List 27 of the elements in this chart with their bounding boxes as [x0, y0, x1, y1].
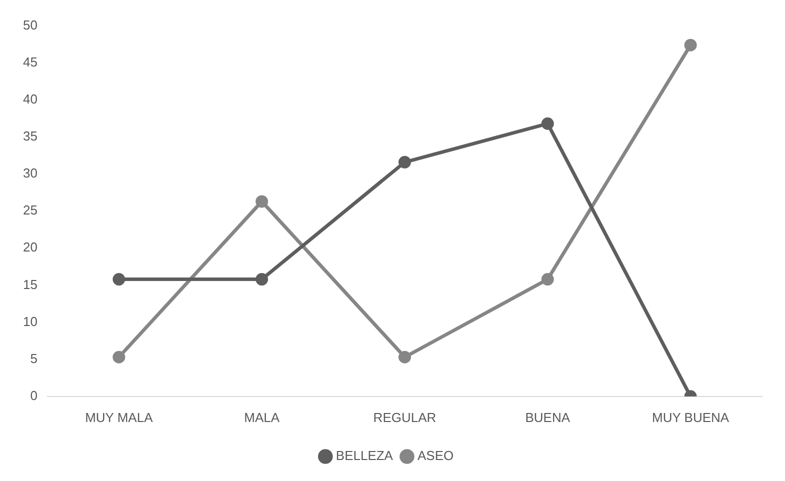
point: [112, 273, 126, 286]
x-tick-label: BUENA: [525, 410, 570, 425]
point: [256, 273, 268, 286]
y-tick-label: 25: [22, 202, 38, 218]
legend-label: BELLEZA: [336, 448, 394, 464]
point: [256, 195, 268, 208]
point: [541, 117, 554, 130]
point: [398, 350, 411, 364]
x-tick-label: MUY MALA: [85, 410, 154, 425]
x-tick-label: MUY BUENA: [652, 410, 730, 425]
point: [684, 38, 697, 52]
y-tick-label: 0: [30, 388, 38, 403]
x-tick-label: MALA: [244, 410, 280, 425]
y-tick-label: 50: [22, 17, 38, 32]
x-tick-label: REGULAR: [373, 410, 436, 425]
y-tick-label: 15: [22, 276, 38, 292]
y-tick-label: 5: [30, 350, 38, 366]
y-tick-label: 35: [22, 128, 38, 144]
y-tick-label: 20: [22, 240, 38, 255]
point: [112, 350, 126, 364]
y-tick-label: 40: [22, 92, 38, 106]
y-tick-label: 45: [22, 54, 38, 70]
legend-label: ASEO: [417, 448, 454, 464]
point: [541, 273, 554, 286]
y-tick-label: 30: [22, 166, 38, 181]
point: [398, 156, 411, 168]
y-tick-label: 10: [22, 314, 38, 329]
